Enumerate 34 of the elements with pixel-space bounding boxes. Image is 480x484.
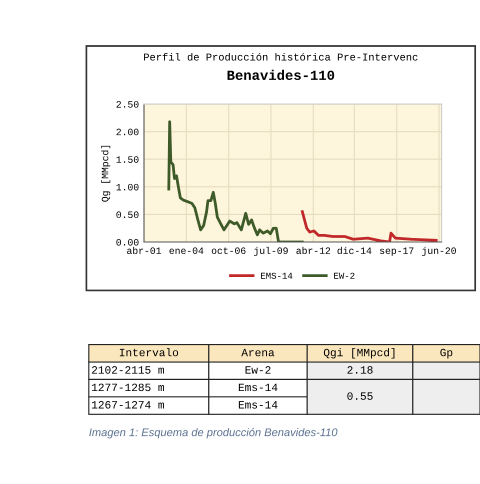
y-tick-label: 2.00 — [116, 128, 139, 136]
text: Imagen 1: Esquema de producción Benavides-110 — [89, 428, 338, 438]
line-series — [300, 210, 438, 242]
y-tick-label: 1.50 — [116, 156, 139, 163]
x-tick-label: sep-17 — [380, 248, 414, 256]
text: 1277-1285 m — [92, 384, 164, 392]
legend-label: EMS-14 — [261, 272, 292, 279]
y-tick-label: 0.00 — [116, 239, 139, 246]
x-tick-label: oct-06 — [212, 247, 246, 254]
text: Arena — [241, 348, 274, 356]
x-tick-label: jun-20 — [422, 246, 456, 256]
legend-label: EW-2 — [334, 272, 354, 279]
text: Intervalo — [120, 348, 178, 356]
x-tick-label: abr-01 — [127, 246, 162, 254]
text: Ew-2 — [246, 366, 271, 374]
text: Ems-14 — [238, 384, 278, 392]
text: Ems-14 — [238, 401, 278, 409]
text: Qgi [MMpcd] — [324, 348, 394, 358]
x-tick-label: ene-04 — [169, 247, 204, 254]
line-series — [167, 120, 304, 242]
chart-title: Perfil de Producción histórica Pre-Intervenc — [144, 52, 418, 61]
chart-subtitle: Benavides-110 — [228, 70, 334, 80]
text: 1267-1274 m — [92, 401, 164, 409]
text: 0.55 — [347, 392, 373, 400]
text: Gp — [440, 348, 452, 358]
y-tick-label: 2.50 — [116, 101, 139, 108]
y-tick-label: 0.50 — [116, 211, 139, 218]
x-tick-label: jul-09 — [254, 246, 288, 256]
text: 2102-2115 m — [92, 366, 164, 374]
y-tick-label: 1.00 — [116, 184, 139, 190]
x-tick-label: abr-12 — [296, 246, 330, 254]
text: 2.18 — [347, 366, 373, 374]
y-axis-title: Qg [MMpcd] — [101, 146, 110, 202]
x-tick-label: dic-14 — [338, 246, 372, 254]
